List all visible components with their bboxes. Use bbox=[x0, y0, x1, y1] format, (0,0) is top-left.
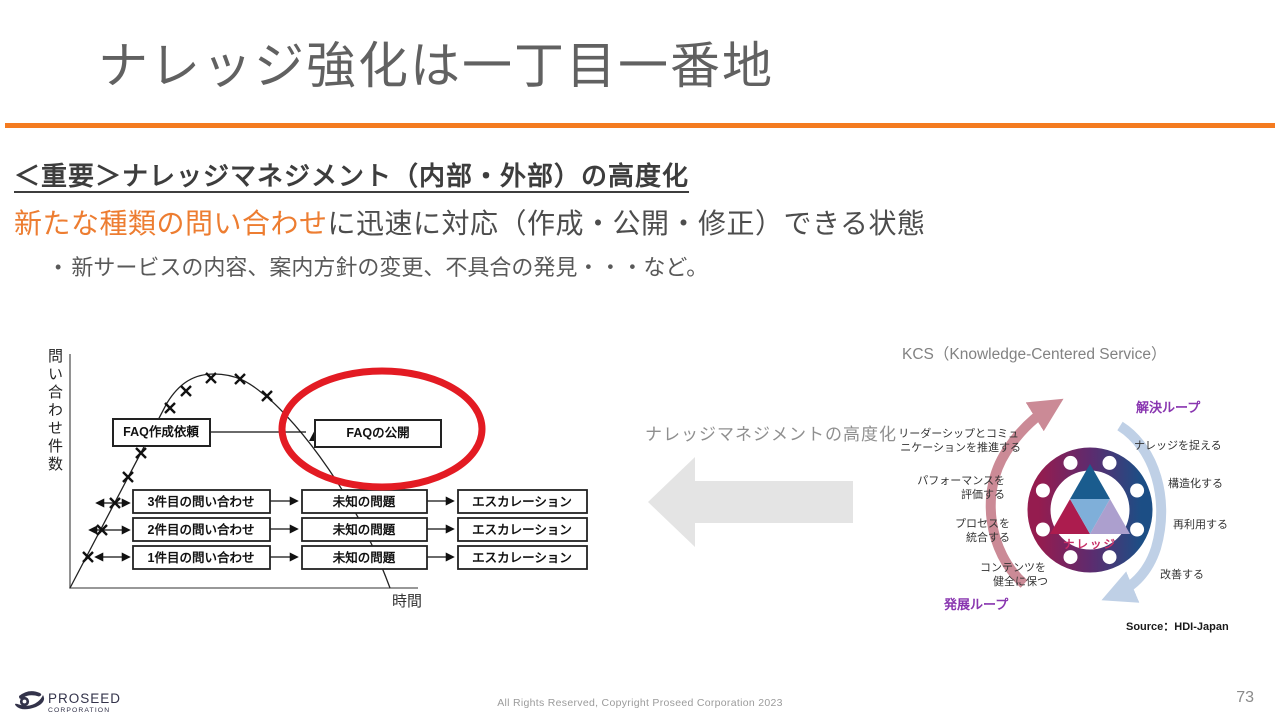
proseed-logo-text: PROSEED bbox=[48, 691, 121, 706]
page-number: 73 bbox=[1236, 689, 1254, 706]
proseed-logo-icon bbox=[15, 691, 45, 710]
section-heading: ＜重要＞ナレッジマネジメント（内部・外部）の高度化 bbox=[14, 161, 690, 191]
kcs-center-label: ナレッジ bbox=[1063, 538, 1117, 551]
proseed-logo-subtext: CORPORATION bbox=[48, 707, 110, 714]
solve-loop-label: 解決ループ bbox=[1135, 400, 1201, 415]
kcs-source-credit: Source：HDI-Japan bbox=[1126, 621, 1229, 633]
escalation-label-1: エスカレーション bbox=[472, 495, 572, 509]
key-statement-rest: に迅速に対応（作成・公開・修正）できる状態 bbox=[327, 208, 926, 239]
page-title: ナレッジ強化は一丁目一番地 bbox=[98, 38, 774, 94]
copyright-text: All Rights Reserved, Copyright Proseed C… bbox=[497, 697, 783, 709]
faq-diagram-y-axis-label: 問い合わせ件数 bbox=[46, 348, 63, 474]
key-statement-emphasis: 新たな種類の問い合わせ bbox=[14, 208, 328, 239]
key-statement: 新たな種類の問い合わせに迅速に対応（作成・公開・修正）できる状態 bbox=[14, 202, 925, 242]
proseed-logo: PROSEED CORPORATION bbox=[15, 691, 121, 714]
escalation-boxes: エスカレーション エスカレーション エスカレーション bbox=[457, 489, 588, 570]
kcs-capture-label: ナレッジを捉える bbox=[1134, 438, 1222, 452]
row-arrows bbox=[88, 496, 455, 562]
kcs-ring bbox=[1027, 447, 1153, 573]
unknown-label-1: 未知の問題 bbox=[332, 494, 396, 509]
kcs-performance-label: パフォーマンスを 評価する bbox=[917, 474, 1005, 501]
red-highlight-ellipse bbox=[278, 367, 486, 491]
svg-text:コンテンツを: コンテンツを bbox=[980, 561, 1046, 574]
inquiry3-label: 3件目の問い合わせ bbox=[148, 494, 255, 509]
inquiry-row-boxes: 3件目の問い合わせ 2件目の問い合わせ 1件目の問い合わせ bbox=[132, 489, 271, 570]
kcs-title: KCS（Knowledge-Centered Service） bbox=[902, 346, 1166, 363]
kcs-process-label: プロセスを 統合する bbox=[955, 517, 1010, 544]
bullet-item: • 新サービスの内容、案内方針の変更、不具合の発見・・・など。 bbox=[55, 250, 708, 282]
unknown-problem-boxes: 未知の問題 未知の問題 未知の問題 bbox=[301, 489, 428, 570]
unknown-label-3: 未知の問題 bbox=[332, 550, 396, 565]
kcs-content-label: コンテンツを 健全に保つ bbox=[980, 561, 1048, 588]
kcs-ring-dots bbox=[1035, 455, 1145, 565]
escalation-label-2: エスカレーション bbox=[472, 523, 572, 537]
faq-publish-label: FAQの公開 bbox=[346, 426, 409, 440]
evolve-loop-arrow bbox=[985, 398, 1064, 588]
title-divider bbox=[5, 123, 1275, 128]
svg-text:評価する: 評価する bbox=[961, 487, 1005, 501]
svg-text:プロセスを: プロセスを bbox=[955, 517, 1010, 530]
transition-label: ナレッジマネジメントの高度化 bbox=[645, 425, 897, 444]
bullet-marker: • bbox=[55, 257, 62, 277]
svg-text:リーダーシップとコミュ: リーダーシップとコミュ bbox=[898, 426, 1019, 440]
kcs-reuse-label: 再利用する bbox=[1173, 518, 1228, 531]
left-arrow-icon bbox=[648, 457, 853, 547]
kcs-diagram: KCS（Knowledge-Centered Service） ナレッジ 解決ル… bbox=[898, 346, 1229, 633]
svg-text:パフォーマンスを: パフォーマンスを bbox=[917, 474, 1005, 487]
faq-lifecycle-diagram: FAQ作成依頼 FAQの公開 3件目の問い合わせ 2件目の問い合わせ 1件目の問… bbox=[69, 354, 588, 610]
faq-request-box: FAQ作成依頼 bbox=[112, 418, 211, 447]
kcs-leadership-label: リーダーシップとコミュ ニケーションを推進する bbox=[898, 426, 1021, 454]
kcs-structure-label: 構造化する bbox=[1168, 476, 1223, 490]
svg-text:健全に保つ: 健全に保つ bbox=[993, 574, 1048, 588]
kcs-center-triangle bbox=[1050, 464, 1130, 534]
solve-loop-arrow bbox=[1101, 421, 1167, 603]
faq-diagram-x-axis-label: 時間 bbox=[392, 593, 422, 610]
inquiry1-label: 1件目の問い合わせ bbox=[148, 550, 255, 565]
evolve-loop-label: 発展ループ bbox=[943, 597, 1009, 612]
faq-publish-box: FAQの公開 bbox=[314, 419, 442, 448]
kcs-improve-label: 改善する bbox=[1160, 567, 1204, 581]
unknown-label-2: 未知の問題 bbox=[332, 522, 396, 537]
escalation-label-3: エスカレーション bbox=[472, 551, 572, 565]
inquiry2-label: 2件目の問い合わせ bbox=[148, 522, 255, 537]
bullet-text: 新サービスの内容、案内方針の変更、不具合の発見・・・など。 bbox=[71, 255, 709, 280]
faq-request-label: FAQ作成依頼 bbox=[123, 424, 199, 439]
svg-text:統合する: 統合する bbox=[966, 530, 1010, 544]
svg-text:ニケーションを推進する: ニケーションを推進する bbox=[900, 440, 1021, 454]
